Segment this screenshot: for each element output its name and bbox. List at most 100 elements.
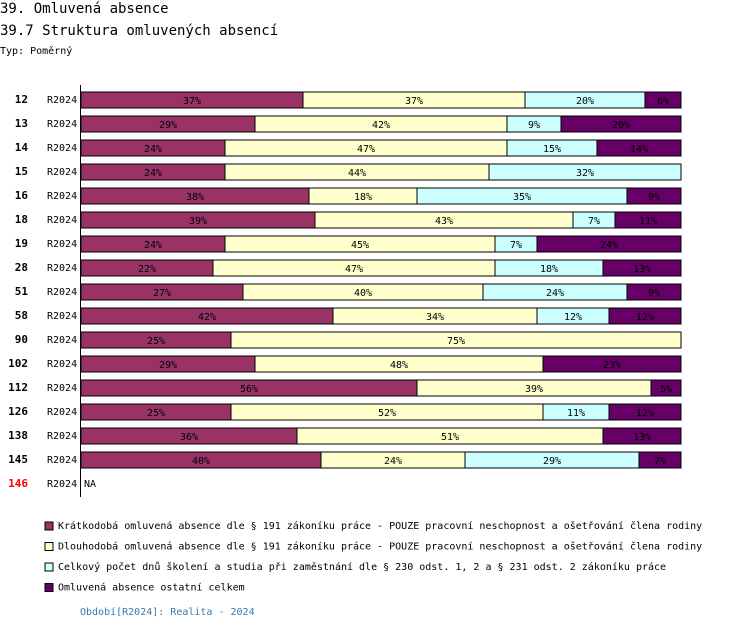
value-label: 11% — [639, 216, 657, 227]
value-label: 24% — [144, 144, 162, 155]
missing-label: NA — [84, 479, 96, 490]
bar-segment — [602, 259, 682, 277]
bar-segment — [626, 283, 682, 301]
value-label: 43% — [435, 216, 453, 227]
bar-segment — [614, 211, 682, 229]
value-label: 27% — [153, 288, 171, 299]
value-label: 24% — [144, 240, 162, 251]
bar-segment — [560, 115, 682, 133]
period-label: R2024 — [47, 431, 77, 442]
category-label: 138 — [8, 429, 28, 442]
period-label: R2024 — [47, 311, 77, 322]
value-label: 24% — [144, 168, 162, 179]
period-label: R2024 — [47, 383, 77, 394]
category-label: 58 — [15, 309, 28, 322]
period-label: R2024 — [47, 479, 77, 490]
value-label: 7% — [588, 216, 600, 227]
bar-segment — [536, 235, 682, 253]
legend-swatch — [44, 521, 54, 531]
bar-segment — [596, 139, 682, 157]
bar-segment — [488, 163, 682, 181]
value-label: 40% — [354, 288, 372, 299]
value-label: 44% — [348, 168, 366, 179]
chart-kind: Typ: Poměrný — [0, 45, 72, 57]
period-label: R2024 — [47, 239, 77, 250]
value-label: 24% — [546, 288, 564, 299]
period-label: R2024 — [47, 287, 77, 298]
category-label: 51 — [15, 285, 29, 298]
category-label: 126 — [8, 405, 28, 418]
value-label: 7% — [654, 456, 666, 467]
category-label: 15 — [15, 165, 28, 178]
legend-swatch — [44, 562, 54, 572]
value-label: 22% — [138, 264, 156, 275]
value-label: 23% — [603, 360, 621, 371]
bar-segment — [602, 427, 682, 445]
value-label: 20% — [612, 120, 630, 131]
category-label: 12 — [15, 93, 28, 106]
value-label: 37% — [405, 96, 423, 107]
legend-label: Krátkodobá omluvená absence dle § 191 zá… — [58, 520, 702, 532]
value-label: 40% — [192, 456, 210, 467]
value-label: 20% — [576, 96, 594, 107]
category-label: 14 — [15, 141, 29, 154]
chart-subtitle: 39.7 Struktura omluvených absencí — [0, 23, 278, 39]
value-label: 39% — [189, 216, 207, 227]
value-label: 34% — [426, 312, 444, 323]
value-label: 42% — [372, 120, 390, 131]
bar-segment — [230, 331, 682, 349]
value-label: 32% — [576, 168, 594, 179]
value-label: 6% — [657, 96, 669, 107]
value-label: 47% — [345, 264, 363, 275]
value-label: 29% — [159, 120, 177, 131]
bar-segment — [644, 91, 682, 109]
legend-label: Celkový počet dnů školení a studia při z… — [58, 561, 666, 573]
category-label: 16 — [15, 189, 29, 202]
footer: Období[R2024]: Realita - 2024 — [80, 606, 255, 618]
value-label: 24% — [600, 240, 618, 251]
bar-segment — [638, 451, 682, 469]
period-label: R2024 — [47, 359, 77, 370]
category-label: 28 — [15, 261, 28, 274]
value-label: 25% — [147, 336, 165, 347]
period-label: R2024 — [47, 335, 77, 346]
category-label: 146 — [8, 477, 28, 490]
value-label: 14% — [630, 144, 648, 155]
category-label: 18 — [15, 213, 28, 226]
value-label: 47% — [357, 144, 375, 155]
value-label: 13% — [633, 264, 651, 275]
value-label: 12% — [564, 312, 582, 323]
bar-segment — [608, 403, 682, 421]
period-label: R2024 — [47, 95, 77, 106]
value-label: 48% — [390, 360, 408, 371]
value-label: 51% — [441, 432, 459, 443]
value-label: 29% — [159, 360, 177, 371]
value-label: 45% — [351, 240, 369, 251]
value-label: 52% — [378, 408, 396, 419]
value-label: 5% — [660, 384, 672, 395]
legend-swatch — [44, 583, 54, 592]
value-label: 7% — [510, 240, 522, 251]
bar-segment — [542, 355, 682, 373]
value-label: 25% — [147, 408, 165, 419]
category-label: 19 — [15, 237, 28, 250]
period-label: R2024 — [47, 191, 77, 202]
legend-swatch — [44, 542, 54, 551]
chart-title: 39. Omluvená absence — [0, 1, 169, 17]
category-label: 13 — [15, 117, 28, 130]
value-label: 15% — [543, 144, 561, 155]
value-label: 38% — [186, 192, 204, 203]
period-label: R2024 — [47, 407, 77, 418]
value-label: 9% — [528, 120, 540, 131]
value-label: 36% — [180, 432, 198, 443]
period-label: R2024 — [47, 263, 77, 274]
bar-segment — [608, 307, 682, 325]
value-label: 37% — [183, 96, 201, 107]
value-label: 18% — [540, 264, 558, 275]
value-label: 9% — [648, 288, 660, 299]
value-label: 9% — [648, 192, 660, 203]
period-label: R2024 — [47, 143, 77, 154]
value-label: 42% — [198, 312, 216, 323]
value-label: 24% — [384, 456, 402, 467]
